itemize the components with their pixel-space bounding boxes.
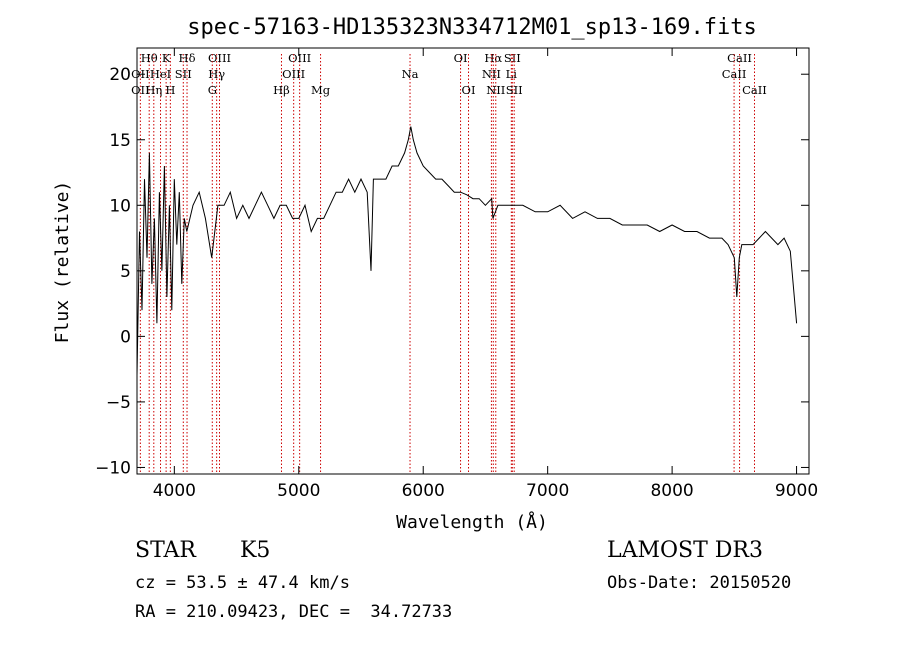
spectral-line-label: OIII xyxy=(208,51,231,65)
spectral-line-label: Hδ xyxy=(179,51,196,65)
coordinates: RA = 210.09423, DEC = 34.72733 xyxy=(135,602,453,622)
spectral-line-label: Na xyxy=(402,67,419,81)
spectral-line-label: SII xyxy=(504,51,521,65)
spectral-line-label: G xyxy=(208,83,217,97)
spectral-line-label: Li xyxy=(506,67,518,81)
survey-name: LAMOST DR3 xyxy=(607,538,763,563)
y-tick-label: 15 xyxy=(109,131,131,151)
redshift-velocity: cz = 53.5 ± 47.4 km/s xyxy=(135,573,350,593)
spectral-line-label: CaII xyxy=(742,83,767,97)
y-tick-label: −10 xyxy=(95,458,131,478)
spectral-line-label: Mg xyxy=(311,83,331,97)
y-tick-label: 10 xyxy=(109,196,131,216)
plot-frame xyxy=(136,47,810,475)
y-tick-label: −5 xyxy=(106,393,131,413)
y-tick-label: 20 xyxy=(109,65,131,85)
spectrum-line xyxy=(136,126,798,376)
spectral-line-label: H xyxy=(165,83,175,97)
object-subclass: K5 xyxy=(240,538,271,563)
chart-title: spec-57163-HD135323N334712M01_sp13-169.f… xyxy=(187,15,757,40)
x-tick-label: 6000 xyxy=(402,481,445,501)
spectral-line-label: SII xyxy=(175,67,192,81)
spectral-line-label: CaII xyxy=(722,67,747,81)
x-tick-label: 7000 xyxy=(526,481,569,501)
y-tick-label: 5 xyxy=(120,262,131,282)
spectral-line-label: OIII xyxy=(282,67,305,81)
spectral-line-label: OI xyxy=(454,51,468,65)
spectral-line-label: Hθ xyxy=(141,51,158,65)
observation-date: Obs-Date: 20150520 xyxy=(607,573,792,593)
spectral-line-label: K xyxy=(162,51,171,65)
x-axis-label: Wavelength (Å) xyxy=(396,511,548,533)
x-tick-label: 8000 xyxy=(650,481,693,501)
spectral-line-label: Hβ xyxy=(273,83,290,97)
x-tick-label: 9000 xyxy=(775,481,818,501)
x-tick-label: 5000 xyxy=(277,481,320,501)
spectral-line-label: Hα xyxy=(484,51,502,65)
spectral-line-label: NII xyxy=(482,67,501,81)
spectral-line-label: OI xyxy=(462,83,476,97)
spectral-line-label: OIII xyxy=(288,51,311,65)
object-class: STAR xyxy=(135,538,196,563)
y-tick-label: 0 xyxy=(120,327,131,347)
spectral-line-label: HeI xyxy=(150,67,171,81)
x-tick-label: 4000 xyxy=(153,481,196,501)
axis-ticks: 4000 5000 6000 7000 8000 9000 −10 −5 0 5 10 15 20 xyxy=(95,48,818,501)
spectral-line-label: Hγ xyxy=(208,67,225,81)
spectral-line-label: OII xyxy=(131,83,150,97)
spectral-line-label: NII xyxy=(486,83,505,97)
spectral-line-label: CaII xyxy=(727,51,752,65)
spectral-line-label: Hη xyxy=(145,83,162,97)
spectral-line-label: SII xyxy=(506,83,523,97)
y-axis-label: Flux (relative) xyxy=(52,181,73,344)
